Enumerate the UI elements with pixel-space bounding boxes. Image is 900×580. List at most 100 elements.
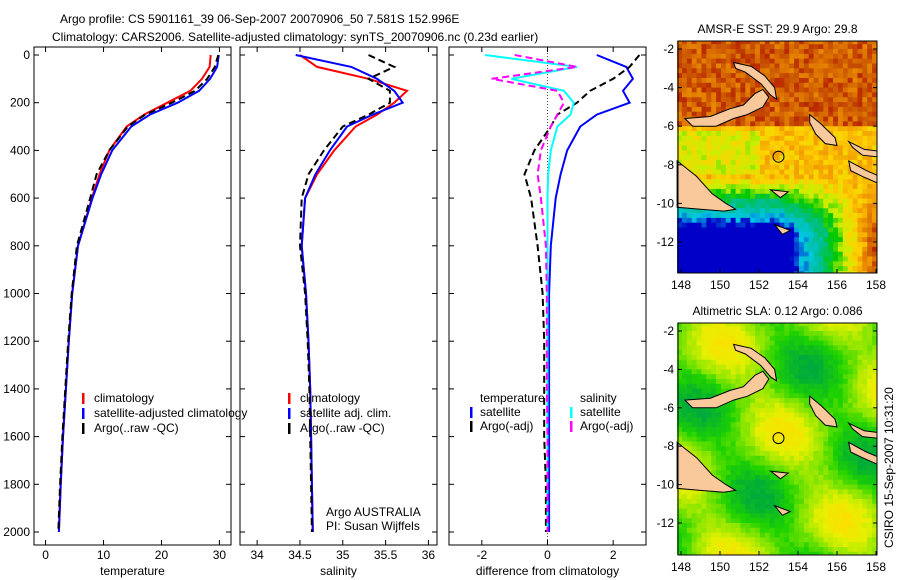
legend-label: Argo(-adj) [480,419,533,433]
series-line-climatology [57,54,212,533]
landmass [809,113,838,147]
y-tick-label: -12 [657,516,675,530]
x-tick-label: 150 [710,560,730,574]
x-tick-label: 154 [788,560,808,574]
landmass [732,343,778,382]
mask [668,37,887,41]
series-line-salinity-satellite [484,54,578,532]
x-tick-label: 148 [671,278,691,292]
series-line-argo [57,54,220,533]
legend-swatch [570,421,573,432]
legend-swatch [570,407,573,418]
landmass [773,504,792,516]
y-tick-label: -4 [663,81,674,95]
x-axis-label: difference from climatology [476,564,619,578]
y-tick-label: -2 [663,324,674,338]
x-tick-label: 35 [336,548,350,562]
x-tick-label: 10 [97,548,111,562]
y-tick-label: -12 [657,235,675,249]
x-tick-label: -2 [476,548,487,562]
x-tick-label: 154 [788,278,808,292]
mask [877,319,887,559]
landmass [809,395,838,428]
legend-label: climatology [94,391,154,405]
annotation-text: PI: Susan Wijffels [326,519,420,533]
x-axis-label: temperature [100,564,165,578]
legend-label: satellite adj. clim. [300,406,391,420]
title-line-2: Climatology: CARS2006. Satellite-adjuste… [52,30,538,44]
y-tick-label: -4 [663,362,674,376]
landmass [676,441,738,493]
legend-label: Argo(..raw -QC) [94,421,179,435]
y-tick-label: -8 [663,439,674,453]
y-tick-label: 400 [10,143,30,157]
x-tick-label: 2 [610,548,617,562]
legend-label: satellite [480,405,521,419]
landmass [732,61,778,101]
mask [877,37,887,277]
y-tick-label: -6 [663,119,674,133]
y-tick-label: 2000 [3,525,30,539]
y-tick-label: -8 [663,158,674,172]
y-tick-label: 1800 [3,477,30,491]
y-tick-label: 200 [10,96,30,110]
legend-swatch [82,393,85,404]
legend-swatch [82,408,85,419]
sst-map: AMSR-E SST: 29.9 Argo: 29.8 148 150 152 154 1… [657,22,887,292]
mask [668,555,887,561]
y-tick-label: 600 [10,191,30,205]
sla-map: Altimetric SLA: 0.12 Argo: 0.086 148 150 15… [657,304,887,574]
x-tick-label: 30 [213,548,227,562]
map-cells [677,321,883,558]
x-tick-label: 152 [749,278,769,292]
map-title: Altimetric SLA: 0.12 Argo: 0.086 [692,304,862,318]
map-frame [677,322,878,556]
series-line-temperature-satellite [548,54,635,532]
x-tick-label: 0 [544,548,551,562]
legend-swatch [288,423,291,434]
y-tick-label: -10 [657,196,675,210]
landmass [769,189,790,199]
series-line-satellite-adj-clim- [295,54,405,533]
y-tick-label: 1000 [3,287,30,301]
map-cells [677,39,883,277]
series-line-argo [298,54,397,533]
y-tick-label: 0 [23,48,30,62]
x-tick-label: 35.5 [374,548,398,562]
x-tick-label: 0 [42,548,49,562]
legend-label: Argo(-adj) [580,419,633,433]
y-tick-label: -6 [663,401,674,415]
series-line-salinity-argo-adj- [491,54,578,532]
series-line-temperature-argo-adj- [523,54,641,532]
x-tick-label: 150 [710,278,730,292]
legend-swatch [288,393,291,404]
y-tick-label: 1600 [3,430,30,444]
mask [668,273,887,279]
x-tick-label: 20 [155,548,169,562]
legend-label: salinity [580,391,617,405]
temperature-panel: 0 10 20 30 0 200 400 600 800 1000 1200 1400 1600 1800… [3,46,247,578]
x-tick-label: 34.5 [288,548,312,562]
map-title: AMSR-E SST: 29.9 Argo: 29.8 [697,22,857,36]
landmass [683,88,770,127]
legend-label: satellite [580,405,621,419]
y-tick-label: 1400 [3,382,30,396]
argo-location-marker [772,150,785,163]
plot-frame [33,46,232,546]
footer-timestamp: CSIRO 15-Sep-2007 10:31:20 [882,387,896,548]
legend-label: climatology [300,391,360,405]
landmass [683,370,770,409]
series-line-climatology [299,54,409,533]
x-tick-label: 156 [827,560,847,574]
y-tick-label: 800 [10,239,30,253]
x-tick-label: 148 [671,560,691,574]
x-tick-label: 156 [827,278,847,292]
legend-swatch [288,408,291,419]
x-tick-label: 158 [866,278,886,292]
annotation-text: Argo AUSTRALIA [326,505,421,519]
series-line-satellite-adjusted-climatology [57,54,220,533]
legend-swatch [82,423,85,434]
mask [668,319,887,323]
salinity-panel: 34 34.5 35 35.5 36 salinity climatologysatelli… [239,46,438,578]
y-tick-label: -10 [657,478,675,492]
